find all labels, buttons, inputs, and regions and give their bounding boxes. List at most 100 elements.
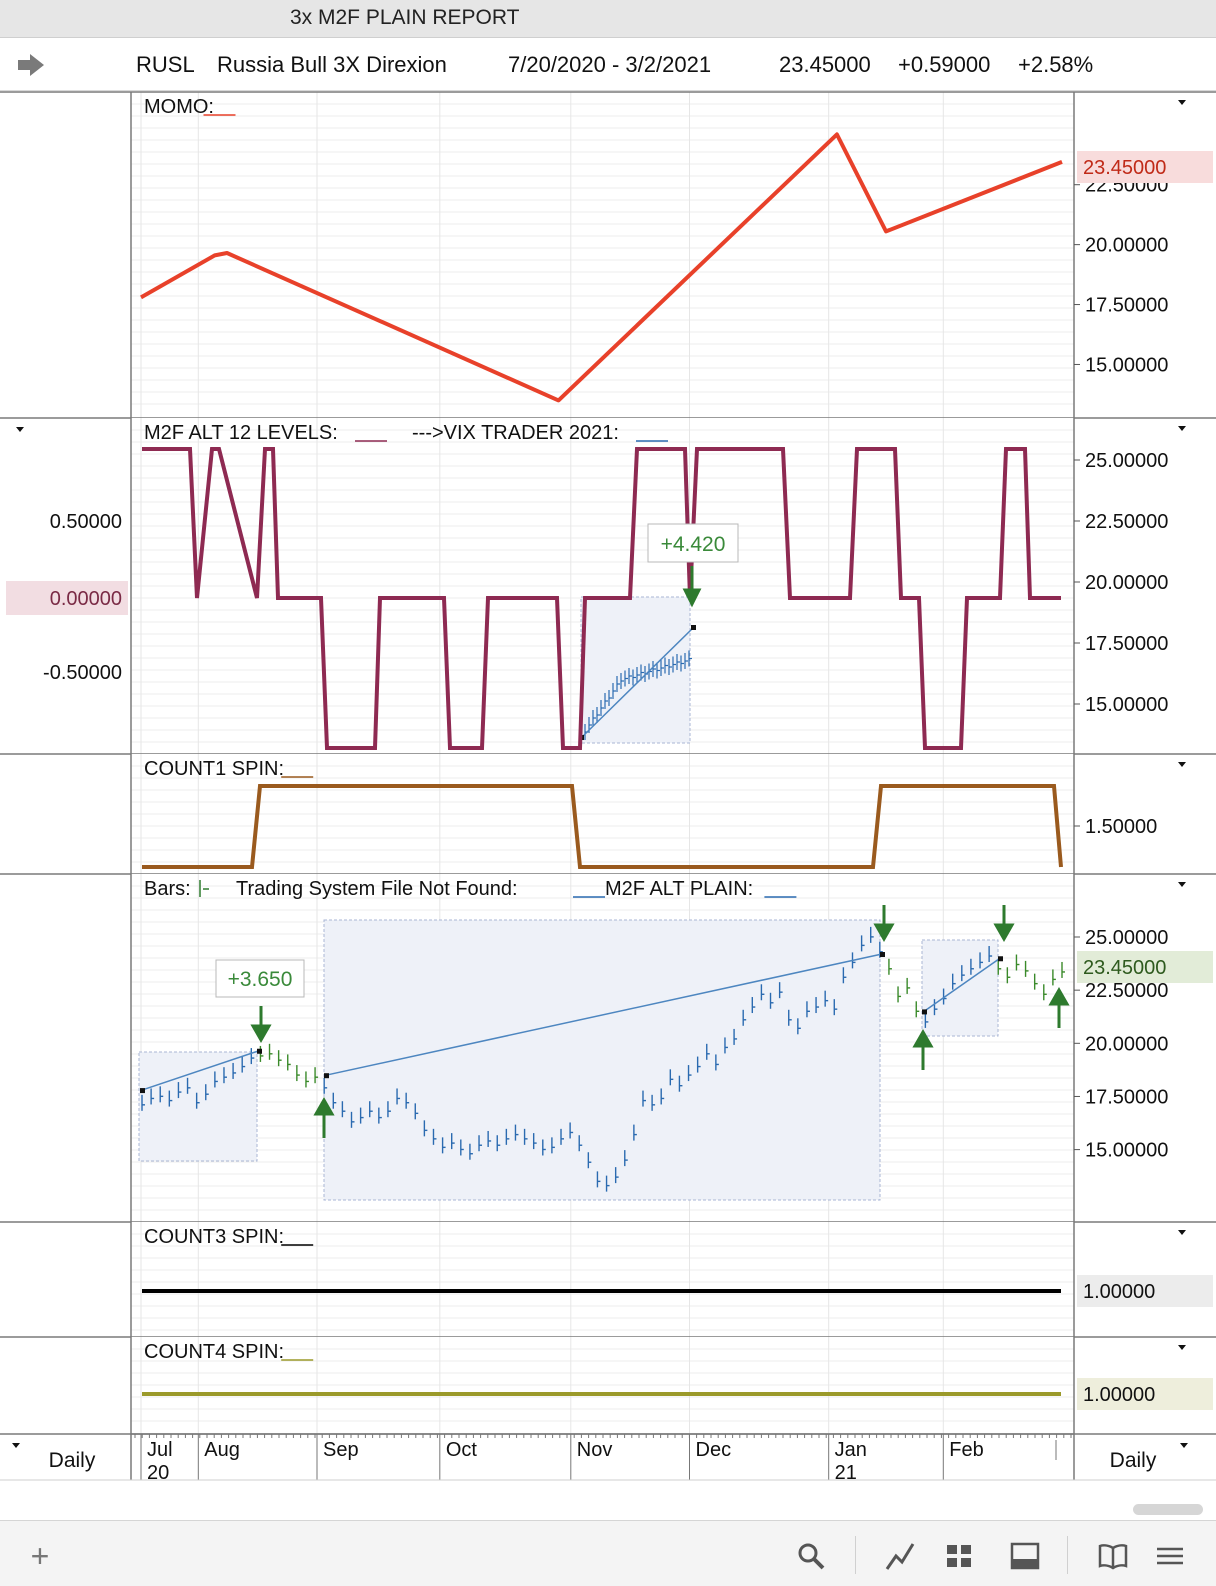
pane-3-menu-icon[interactable]: [1178, 762, 1186, 767]
m2f-levels-right-tick-label: 20.00000: [1085, 572, 1168, 594]
count1-title: COUNT1 SPIN:: [144, 758, 284, 780]
sell-arrow-icon: [250, 1006, 272, 1044]
m2f-plain-title: M2F ALT PLAIN:: [605, 878, 753, 900]
trade-exit-marker: [880, 952, 885, 958]
bars-axis-tick-label: 22.50000: [1085, 980, 1168, 1002]
horizontal-scrollbar[interactable]: [1133, 1504, 1203, 1515]
price-change: +0.59000: [898, 52, 991, 77]
m2f-levels-left-tick-label: 0.00000: [50, 588, 122, 610]
trade-gain-label: +4.420: [661, 533, 726, 556]
momo-last-value: 23.45000: [1083, 157, 1166, 179]
exit-marker: [691, 625, 696, 630]
bars-title: Bars:: [144, 878, 191, 900]
bars-axis-tick-label: 15.00000: [1085, 1140, 1168, 1162]
x-axis-month-label: Dec: [696, 1439, 732, 1461]
symbol-ticker[interactable]: RUSL: [136, 52, 195, 77]
trade-gain-label: +3.650: [228, 968, 293, 991]
arrow-right-icon[interactable]: [16, 52, 46, 78]
trade-2-box: [323, 919, 881, 1201]
period-left-dropdown-icon[interactable]: [12, 1443, 20, 1448]
m2f-levels-right-tick-label: 15.00000: [1085, 694, 1168, 716]
pane-2-left-menu-icon[interactable]: [16, 427, 24, 432]
x-axis-year-label: 20: [147, 1462, 169, 1484]
m2f-levels-right-tick-label: 17.50000: [1085, 633, 1168, 655]
period-left-label: Daily: [49, 1449, 96, 1472]
symbol-info-bar: RUSL Russia Bull 3X Direxion 7/20/2020 -…: [0, 39, 1216, 91]
bars-last-value: 23.45000: [1083, 957, 1166, 979]
x-axis-month-label: Aug: [204, 1439, 240, 1461]
grid-icon[interactable]: [943, 1540, 975, 1572]
count1-step-line: [142, 784, 1063, 869]
bars-axis-tick-label: 20.00000: [1085, 1033, 1168, 1055]
trade-3-trend-line: [923, 957, 1001, 1013]
price-change-pct: +2.58%: [1018, 52, 1094, 77]
trade-entry-marker: [324, 1073, 329, 1079]
pane-2-menu-icon[interactable]: [1178, 426, 1186, 431]
x-axis-month-label: Feb: [949, 1439, 983, 1461]
symbol-name: Russia Bull 3X Direxion: [217, 52, 447, 77]
m2f-levels-left-tick-label: -0.50000: [43, 662, 122, 684]
period-right-label: Daily: [1110, 1449, 1157, 1472]
menu-icon[interactable]: [1154, 1540, 1186, 1572]
search-icon[interactable]: [795, 1540, 827, 1572]
count1-axis-tick-label: 1.50000: [1085, 816, 1157, 838]
buy-arrow-icon: [1048, 986, 1070, 1028]
momo-axis-tick-label: 20.00000: [1085, 235, 1168, 257]
x-axis-month-label: Nov: [577, 1439, 613, 1461]
trade-entry-marker: [140, 1088, 145, 1094]
plus-icon[interactable]: +: [30, 1538, 50, 1574]
pane-1-background: [131, 92, 1074, 418]
trade-entry-marker: [922, 1009, 927, 1015]
count4-last-value-box: [1077, 1378, 1213, 1410]
x-axis-month-label: Jul: [147, 1439, 173, 1461]
m2f-levels-title: M2F ALT 12 LEVELS:: [144, 422, 338, 444]
zero-level-box: [6, 581, 128, 615]
x-axis-year-label: 21: [835, 1462, 857, 1484]
pane-5-menu-icon[interactable]: [1178, 1230, 1186, 1235]
momo-series-line: [140, 132, 1063, 403]
momo-axis-tick-label: 17.50000: [1085, 295, 1168, 317]
m2f-levels-right-tick-label: 25.00000: [1085, 450, 1168, 472]
panel-icon[interactable]: [1009, 1540, 1041, 1572]
buy-arrow-icon: [912, 1028, 934, 1070]
pane-4-menu-icon[interactable]: [1178, 882, 1186, 887]
trade-gain-box: [647, 523, 739, 563]
sell-arrow-icon: [993, 905, 1015, 943]
momo-title: MOMO:: [144, 96, 214, 118]
pane-6-menu-icon[interactable]: [1178, 1345, 1186, 1350]
count3-title: COUNT3 SPIN:: [144, 1226, 284, 1248]
date-range: 7/20/2020 - 3/2/2021: [508, 52, 712, 77]
momo-last-value-box: [1077, 151, 1213, 183]
trading-system-title: Trading System File Not Found:: [236, 878, 518, 900]
line-chart-icon[interactable]: [884, 1540, 916, 1572]
trade-exit-marker: [257, 1048, 262, 1054]
book-icon[interactable]: [1097, 1540, 1129, 1572]
count3-last-value: 1.00000: [1083, 1281, 1155, 1303]
window-titlebar: 3x M2F PLAIN REPORT: [0, 0, 1216, 38]
bars-axis-tick-label: 25.00000: [1085, 927, 1168, 949]
trade-3-box: [921, 939, 999, 1037]
vix-trader-trade-box: [580, 596, 691, 744]
bars-axis-tick-label: 17.50000: [1085, 1086, 1168, 1108]
count4-last-value: 1.00000: [1083, 1384, 1155, 1406]
momo-axis-tick-label: 15.00000: [1085, 354, 1168, 376]
bottom-toolbar: [0, 1520, 1216, 1586]
x-axis-month-label: Sep: [323, 1439, 359, 1461]
sell-arrow-icon: [873, 905, 895, 943]
trade-1-box: [138, 1051, 258, 1162]
count3-last-value-box: [1077, 1275, 1213, 1307]
vix-trader-title: --->VIX TRADER 2021:: [412, 422, 619, 444]
count4-title: COUNT4 SPIN:: [144, 1341, 284, 1363]
x-axis-month-label: Oct: [446, 1439, 478, 1461]
pane-1-menu-icon[interactable]: [1178, 100, 1186, 105]
last-price: 23.45000: [779, 52, 871, 77]
buy-arrow-icon: [313, 1096, 335, 1138]
bars-last-value-box: [1077, 951, 1213, 983]
trade-exit-marker: [998, 956, 1003, 962]
m2f-levels-right-tick-label: 22.50000: [1085, 511, 1168, 533]
period-right-dropdown-icon[interactable]: [1180, 1443, 1188, 1448]
trade-1-trend-line: [141, 1050, 260, 1091]
m2f-levels-left-tick-label: 0.50000: [50, 511, 122, 533]
sell-arrow-icon: [682, 566, 702, 608]
